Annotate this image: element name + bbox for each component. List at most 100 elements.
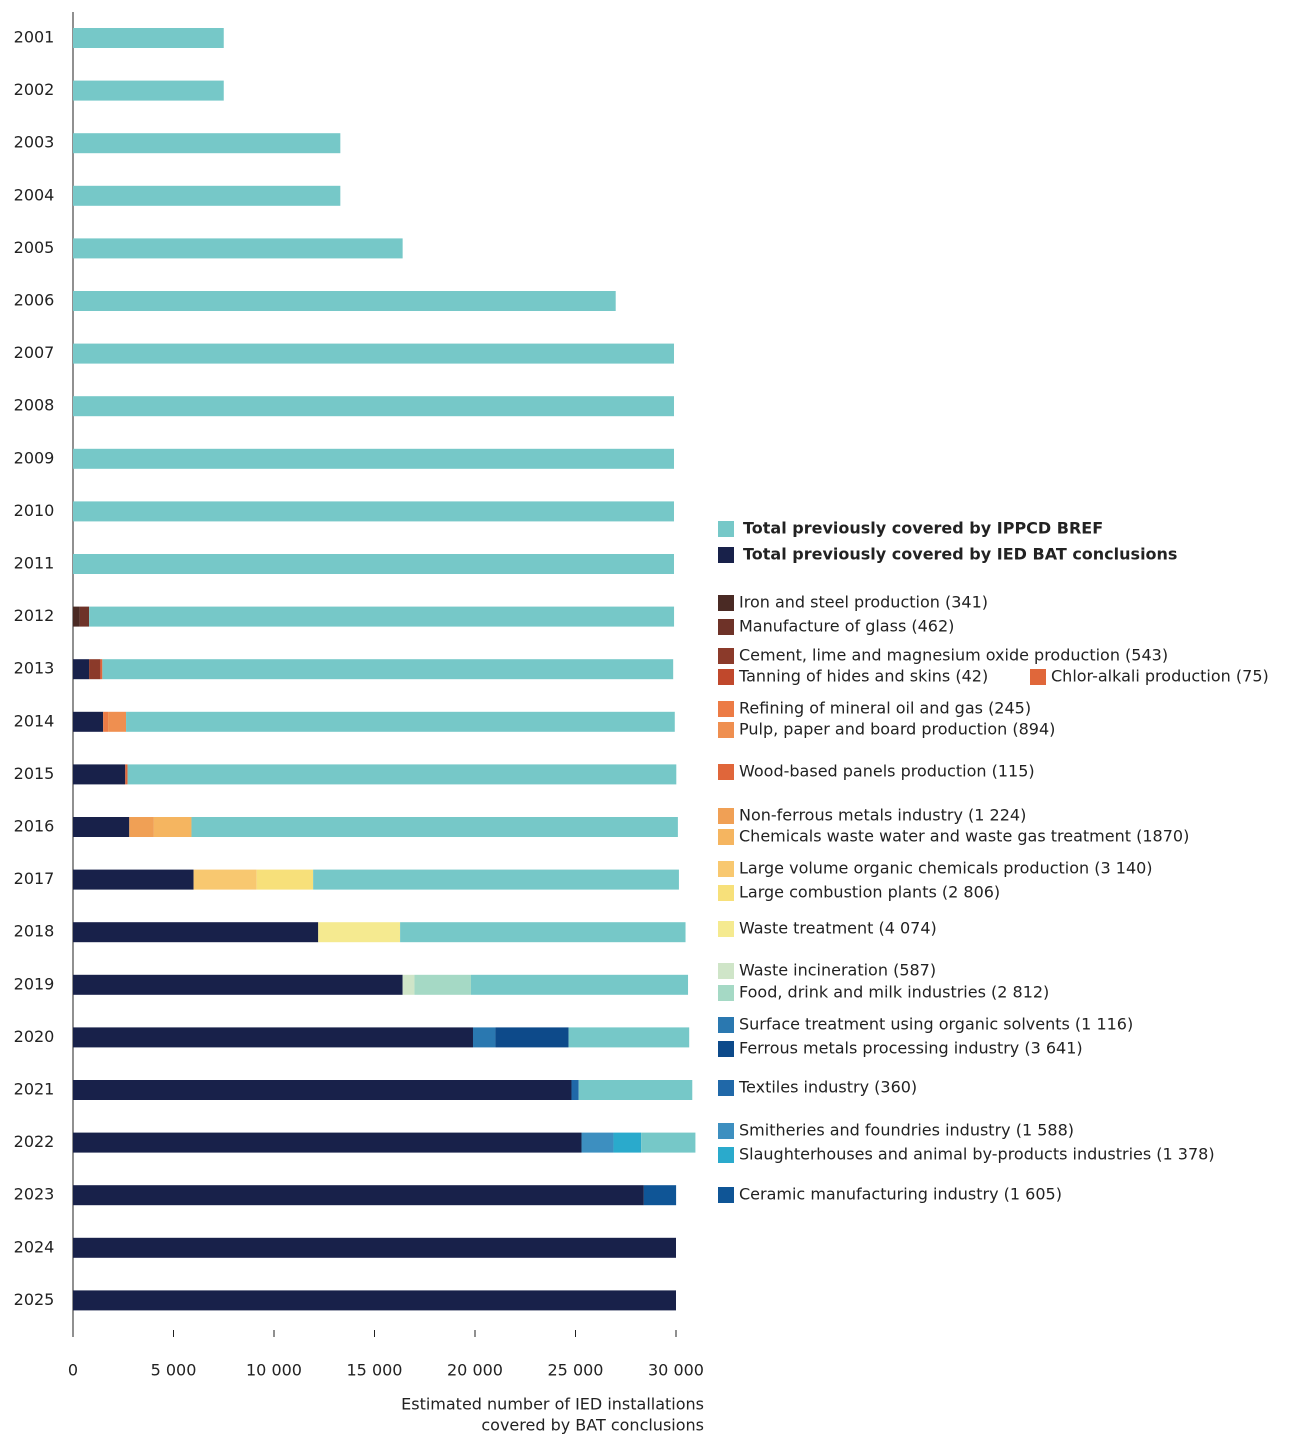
bar-segment bbox=[127, 764, 677, 785]
bar-segment bbox=[73, 448, 674, 469]
bar-segment bbox=[73, 133, 341, 154]
legend-swatch bbox=[718, 985, 734, 1001]
bar-segment bbox=[470, 974, 689, 995]
y-tick-label: 2010 bbox=[14, 501, 55, 520]
bar-segment bbox=[400, 922, 686, 943]
legend-swatch bbox=[718, 885, 734, 901]
bar-segment bbox=[73, 1080, 572, 1100]
y-tick-label: 2016 bbox=[14, 817, 55, 836]
legend-label: Surface treatment using organic solvents… bbox=[739, 1015, 1133, 1034]
x-tick-label: 15 000 bbox=[347, 1361, 403, 1380]
bar-segment bbox=[126, 711, 675, 732]
bar-segment bbox=[402, 974, 415, 995]
bar-segment bbox=[73, 817, 130, 837]
bar-segment bbox=[256, 869, 314, 890]
legend-swatch bbox=[718, 619, 734, 635]
legend-label: Cement, lime and magnesium oxide product… bbox=[739, 646, 1168, 665]
bar-segment bbox=[318, 922, 401, 943]
y-tick-label: 2001 bbox=[14, 28, 55, 47]
bar-segment bbox=[581, 1132, 614, 1153]
legend-swatch bbox=[718, 829, 734, 845]
bar-segment bbox=[73, 238, 403, 259]
legend-swatch bbox=[718, 861, 734, 877]
bar-segment bbox=[89, 606, 675, 627]
bar-segment bbox=[193, 869, 257, 890]
legend-swatch bbox=[718, 1147, 734, 1163]
bar-segment bbox=[73, 922, 319, 943]
legend-swatch bbox=[718, 1123, 734, 1139]
legend-swatch bbox=[718, 1080, 734, 1096]
y-tick-label: 2020 bbox=[14, 1027, 55, 1046]
bar-segment bbox=[73, 80, 224, 101]
legend-swatch bbox=[1030, 669, 1046, 685]
y-tick-label: 2025 bbox=[14, 1290, 55, 1309]
legend-label: Pulp, paper and board production (894) bbox=[739, 720, 1055, 739]
legend-label: Waste incineration (587) bbox=[739, 961, 936, 980]
bar-segment bbox=[73, 764, 126, 785]
y-tick-label: 2005 bbox=[14, 238, 55, 257]
legend-label: Ceramic manufacturing industry (1 605) bbox=[739, 1185, 1062, 1204]
legend-label: Slaughterhouses and animal by-products i… bbox=[739, 1145, 1215, 1164]
legend-label: Tanning of hides and skins (42) bbox=[738, 667, 988, 686]
legend-swatch bbox=[718, 963, 734, 979]
legend-swatch bbox=[718, 701, 734, 717]
bar-segment bbox=[73, 396, 674, 417]
legend-swatch bbox=[718, 648, 734, 664]
legend-label: Chemicals waste water and waste gas trea… bbox=[739, 827, 1189, 846]
bar-segment bbox=[73, 185, 341, 206]
bar-segment bbox=[73, 1185, 644, 1206]
legend-label: Large volume organic chemicals productio… bbox=[739, 859, 1153, 878]
bar-segment bbox=[73, 606, 80, 627]
legend-swatch bbox=[718, 921, 734, 937]
bar-segment bbox=[613, 1132, 642, 1153]
y-tick-label: 2022 bbox=[14, 1132, 55, 1151]
legend-swatch bbox=[718, 547, 734, 563]
y-tick-label: 2014 bbox=[14, 711, 55, 730]
bar-segment bbox=[73, 1132, 582, 1153]
y-tick-label: 2007 bbox=[14, 343, 55, 362]
y-tick-label: 2008 bbox=[14, 396, 55, 415]
bar-segment bbox=[73, 974, 403, 995]
legend-label: Ferrous metals processing industry (3 64… bbox=[739, 1039, 1083, 1058]
bar-segment bbox=[89, 659, 100, 680]
legend-label: Large combustion plants (2 806) bbox=[739, 883, 1000, 902]
legend-swatch bbox=[718, 669, 734, 685]
bar-segment bbox=[103, 711, 109, 732]
y-tick-label: 2012 bbox=[14, 606, 55, 625]
legend-label: Wood-based panels production (115) bbox=[739, 762, 1035, 781]
y-tick-label: 2004 bbox=[14, 185, 55, 204]
x-axis-title: covered by BAT conclusions bbox=[481, 1416, 704, 1435]
legend-swatch bbox=[718, 595, 734, 611]
bar-segment bbox=[191, 817, 678, 837]
legend-label: Total previously covered by IED BAT conc… bbox=[743, 545, 1177, 564]
legend-label: Textiles industry (360) bbox=[738, 1078, 917, 1097]
legend-label: Manufacture of glass (462) bbox=[739, 617, 954, 636]
y-tick-label: 2006 bbox=[14, 291, 55, 310]
bar-segment bbox=[100, 659, 103, 680]
legend-label: Non-ferrous metals industry (1 224) bbox=[739, 806, 1026, 825]
bar-segment bbox=[79, 606, 90, 627]
legend-label: Total previously covered by IPPCD BREF bbox=[743, 519, 1103, 538]
bar-segment bbox=[73, 1027, 473, 1048]
legend-swatch bbox=[718, 764, 734, 780]
x-axis-title: Estimated number of IED installations bbox=[401, 1395, 704, 1414]
bar-segment bbox=[414, 974, 471, 995]
bar-segment bbox=[641, 1132, 696, 1153]
x-tick-label: 25 000 bbox=[548, 1361, 604, 1380]
legend-swatch bbox=[718, 808, 734, 824]
y-tick-label: 2009 bbox=[14, 448, 55, 467]
x-tick-label: 0 bbox=[68, 1361, 78, 1380]
legend-label: Waste treatment (4 074) bbox=[739, 919, 937, 938]
legend-swatch bbox=[718, 521, 734, 537]
y-tick-label: 2024 bbox=[14, 1237, 55, 1256]
bar-segment bbox=[643, 1185, 677, 1206]
legend-swatch bbox=[718, 1041, 734, 1057]
legend-label: Iron and steel production (341) bbox=[739, 593, 988, 612]
bar-segment bbox=[153, 817, 192, 837]
legend-swatch bbox=[718, 1017, 734, 1033]
x-tick-label: 20 000 bbox=[447, 1361, 503, 1380]
y-tick-label: 2003 bbox=[14, 133, 55, 152]
bar-segment bbox=[73, 869, 194, 890]
bar-segment bbox=[313, 869, 679, 890]
